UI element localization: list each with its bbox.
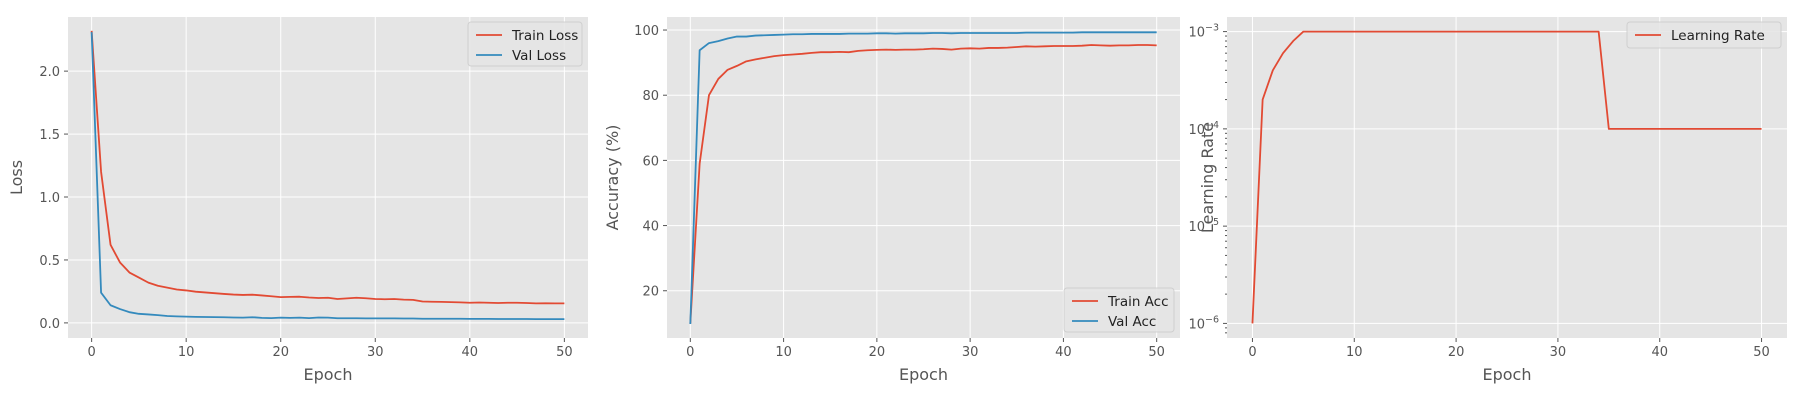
x-tick-label: 0 [1248,345,1256,360]
legend-label-train-acc: Train Acc [1107,294,1169,310]
x-tick-label: 10 [775,345,792,360]
y-tick-label: 10−5 [1188,217,1219,235]
x-axis-label: Epoch [899,365,948,384]
series-line-train-loss [90,30,565,305]
x-tick-label: 20 [272,345,289,360]
x-tick-label: 10 [178,345,195,360]
x-tick-label: 30 [1550,345,1567,360]
y-tick-label: 1.0 [39,191,60,206]
series-line-learning-rate [1251,30,1762,324]
x-tick-label: 20 [869,345,886,360]
x-axis-label: Epoch [304,365,353,384]
series-line-train-acc [689,44,1157,324]
series-line-val-acc [689,31,1157,325]
x-tick-label: 10 [1346,345,1363,360]
y-tick-exponent: −6 [1205,314,1219,325]
y-tick-exponent: −5 [1205,217,1219,228]
y-tick-label: 0.0 [39,317,60,332]
y-tick-base: 10 [1188,220,1205,235]
y-tick-label: 2.0 [39,65,60,80]
y-tick-label: 80 [642,89,659,104]
x-tick-label: 40 [1651,345,1668,360]
y-axis-label: Learning Rate [1198,122,1217,233]
x-tick-label: 50 [1753,345,1770,360]
y-axis-label: Accuracy (%) [603,125,622,231]
x-tick-label: 30 [367,345,384,360]
y-tick-label: 10−4 [1188,120,1219,138]
y-tick-label: 10−3 [1188,23,1219,41]
series-line-val-loss [90,32,565,321]
x-tick-label: 0 [87,345,95,360]
y-tick-exponent: −3 [1205,23,1219,34]
y-tick-label: 60 [642,154,659,169]
x-tick-label: 50 [556,345,573,360]
loss-chart: 0 10 20 30 40 50 0.0 0.5 1.0 1.5 2.0 Epoch Loss Train… [7,17,588,384]
x-tick-label: 0 [686,345,694,360]
y-tick-base: 10 [1188,123,1205,138]
y-tick-label: 1.5 [39,128,60,143]
y-tick-label: 40 [642,220,659,235]
y-tick-label: 20 [642,285,659,300]
accuracy-chart: 0 10 20 30 40 50 20 40 60 80 100 Epoch Accuracy (%) T… [603,17,1180,384]
y-tick-label: 100 [634,24,659,39]
legend-box [1626,21,1782,49]
y-tick-label: 10−6 [1188,314,1219,332]
y-tick-label: 0.5 [39,254,60,269]
y-axis-label: Loss [7,160,26,195]
y-tick-base: 10 [1188,26,1205,41]
legend-label-val-loss: Val Loss [512,48,566,64]
y-tick-exponent: −4 [1205,120,1219,131]
plot-area [1227,17,1787,338]
x-tick-label: 40 [1055,345,1072,360]
x-axis-label: Epoch [1483,365,1532,384]
plot-area [667,17,1180,338]
legend: Train Loss Val Loss [467,21,583,67]
x-tick-label: 20 [1448,345,1465,360]
legend: Train Acc Val Acc [1063,287,1175,333]
x-tick-label: 30 [962,345,979,360]
legend: Learning Rate [1626,21,1782,49]
legend-label-train-loss: Train Loss [511,28,578,44]
legend-label-val-acc: Val Acc [1108,314,1156,330]
y-tick-base: 10 [1188,317,1205,332]
x-tick-label: 50 [1148,345,1165,360]
x-tick-label: 40 [462,345,479,360]
legend-label-learning-rate: Learning Rate [1671,28,1765,44]
learning-rate-chart: 0 10 20 30 40 5010−610−510−410−3EpochLearning… [1188,17,1787,384]
